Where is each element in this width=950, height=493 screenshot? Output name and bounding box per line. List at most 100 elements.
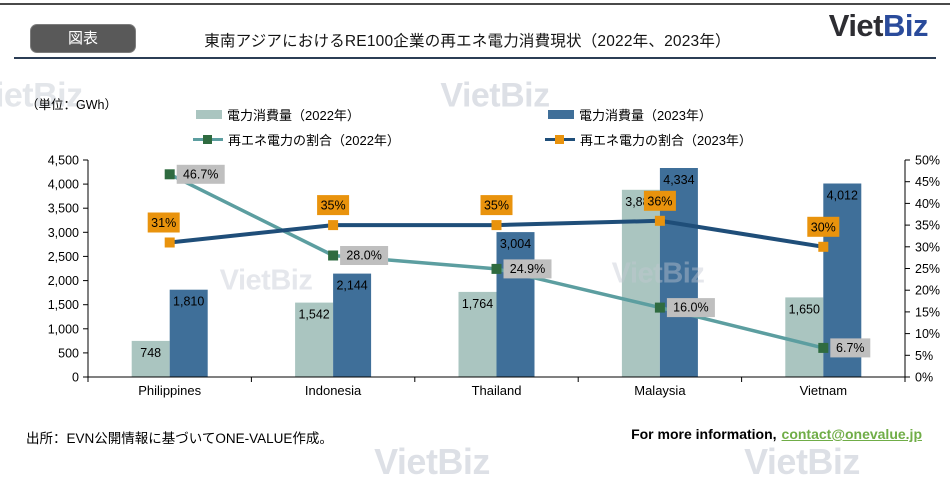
line-marker (164, 237, 175, 248)
category-label: Vietnam (800, 383, 847, 398)
category-label: Philippines (138, 383, 201, 398)
line-label: 16.0% (666, 298, 715, 318)
figure-badge: 図表 (30, 24, 136, 53)
contact-email-link[interactable]: contact@onevalue.jp (781, 426, 922, 442)
source-note: 出所：EVN公開情報に基づいてONE-VALUE作成。 (26, 431, 333, 446)
line-label: 46.7% (176, 164, 225, 184)
legend-swatch-bar-2023 (548, 110, 574, 119)
line-label: 35% (317, 195, 350, 216)
right-axis-tick: 0% (915, 371, 933, 385)
left-axis-tick: 3,000 (48, 226, 79, 240)
line-label: 28.0% (340, 246, 389, 265)
line-marker (818, 342, 829, 353)
bar (621, 189, 660, 377)
bar-label: 4,012 (827, 189, 858, 203)
svg-text:24.9%: 24.9% (510, 262, 545, 276)
right-axis-tick: 15% (915, 305, 940, 319)
header-divider (14, 57, 936, 59)
bar-label: 2,144 (336, 279, 367, 293)
line-marker (491, 220, 502, 231)
svg-text:6.7%: 6.7% (836, 341, 865, 355)
page-title: 東南アジアにおけるRE100企業の再エネ電力消費現状（2022年、2023年） (204, 33, 731, 50)
bar-label: 1,810 (173, 295, 204, 309)
line-marker (654, 215, 665, 226)
bar-label: 1,542 (298, 308, 329, 322)
legend-item-bar-2023: 電力消費量（2023年） (548, 105, 712, 124)
bar (131, 340, 170, 377)
line-label: 31% (147, 212, 180, 233)
legend-label: 再エネ電力の割合（2023年） (580, 133, 752, 148)
bar-label: 1,764 (462, 297, 493, 311)
bar (169, 289, 208, 377)
line-label: 35% (480, 195, 513, 216)
top-border (0, 3, 950, 5)
vietbiz-logo: VietBiz (828, 8, 929, 44)
legend-label: 電力消費量（2023年） (579, 108, 712, 123)
svg-text:36%: 36% (647, 194, 672, 208)
category-label: Malaysia (634, 383, 686, 398)
right-axis-tick: 45% (915, 175, 940, 189)
left-axis-tick: 0 (72, 371, 79, 385)
axes (83, 159, 910, 382)
left-axis-tick: 1,000 (48, 322, 79, 336)
legend-item-line-2023: 再エネ電力の割合（2023年） (545, 130, 752, 149)
line-marker (328, 220, 339, 231)
svg-text:31%: 31% (151, 216, 176, 230)
left-axis-tick: 4,000 (48, 178, 79, 192)
line-label: 6.7% (830, 338, 871, 358)
svg-text:30%: 30% (811, 220, 836, 234)
left-axis-tick: 2,000 (48, 274, 79, 288)
right-axis-tick: 5% (915, 349, 933, 363)
line-label: 30% (807, 216, 840, 237)
bar (295, 302, 334, 377)
line-marker (818, 241, 829, 252)
bar-label: 748 (140, 346, 161, 360)
line-marker (164, 169, 175, 180)
line-marker (491, 263, 502, 274)
logo-part-viet: Viet (828, 8, 884, 43)
bar (458, 291, 497, 377)
line-marker (654, 302, 665, 313)
right-axis-tick: 35% (915, 219, 940, 233)
legend-item-line-2022: 再エネ電力の割合（2022年） (193, 130, 400, 149)
bar (333, 273, 372, 377)
legend-swatch-line-2023 (545, 134, 575, 145)
bar (785, 297, 824, 377)
legend-item-bar-2022: 電力消費量（2022年） (196, 105, 360, 124)
svg-text:16.0%: 16.0% (673, 301, 708, 315)
right-axis-tick: 20% (915, 284, 940, 298)
right-axis-tick: 30% (915, 240, 940, 254)
left-axis-tick: 3,500 (48, 202, 79, 216)
contact-lead: For more information, (631, 426, 777, 442)
left-axis-tick: 1,500 (48, 298, 79, 312)
left-axis-tick: 4,500 (48, 154, 79, 168)
category-label: Indonesia (305, 383, 362, 398)
left-axis-tick: 2,500 (48, 250, 79, 264)
line-label: 36% (643, 190, 676, 211)
bar (496, 232, 535, 377)
svg-text:46.7%: 46.7% (183, 167, 218, 181)
bar-label: 1,650 (789, 302, 820, 316)
category-label: Thailand (472, 383, 522, 398)
right-axis-tick: 50% (915, 154, 940, 168)
line-marker (328, 250, 339, 261)
legend-swatch-line-2022 (193, 134, 223, 145)
legend-label: 電力消費量（2022年） (227, 108, 360, 123)
logo-part-biz: Biz (883, 8, 929, 43)
left-axis-tick: 500 (58, 346, 79, 360)
right-axis-tick: 10% (915, 327, 940, 341)
bar-label: 4,334 (663, 173, 694, 187)
right-axis-tick: 25% (915, 262, 940, 276)
right-axis-tick: 40% (915, 197, 940, 211)
svg-text:35%: 35% (321, 199, 346, 213)
bar-label: 3,004 (500, 237, 531, 251)
unit-label: （単位：GWh） (26, 98, 117, 112)
legend-swatch-bar-2022 (196, 110, 222, 119)
svg-text:35%: 35% (484, 199, 509, 213)
svg-text:28.0%: 28.0% (346, 249, 381, 263)
contact-line: For more information, contact@onevalue.jp (631, 426, 922, 442)
legend-label: 再エネ電力の割合（2022年） (228, 133, 400, 148)
line-label: 24.9% (503, 259, 552, 279)
